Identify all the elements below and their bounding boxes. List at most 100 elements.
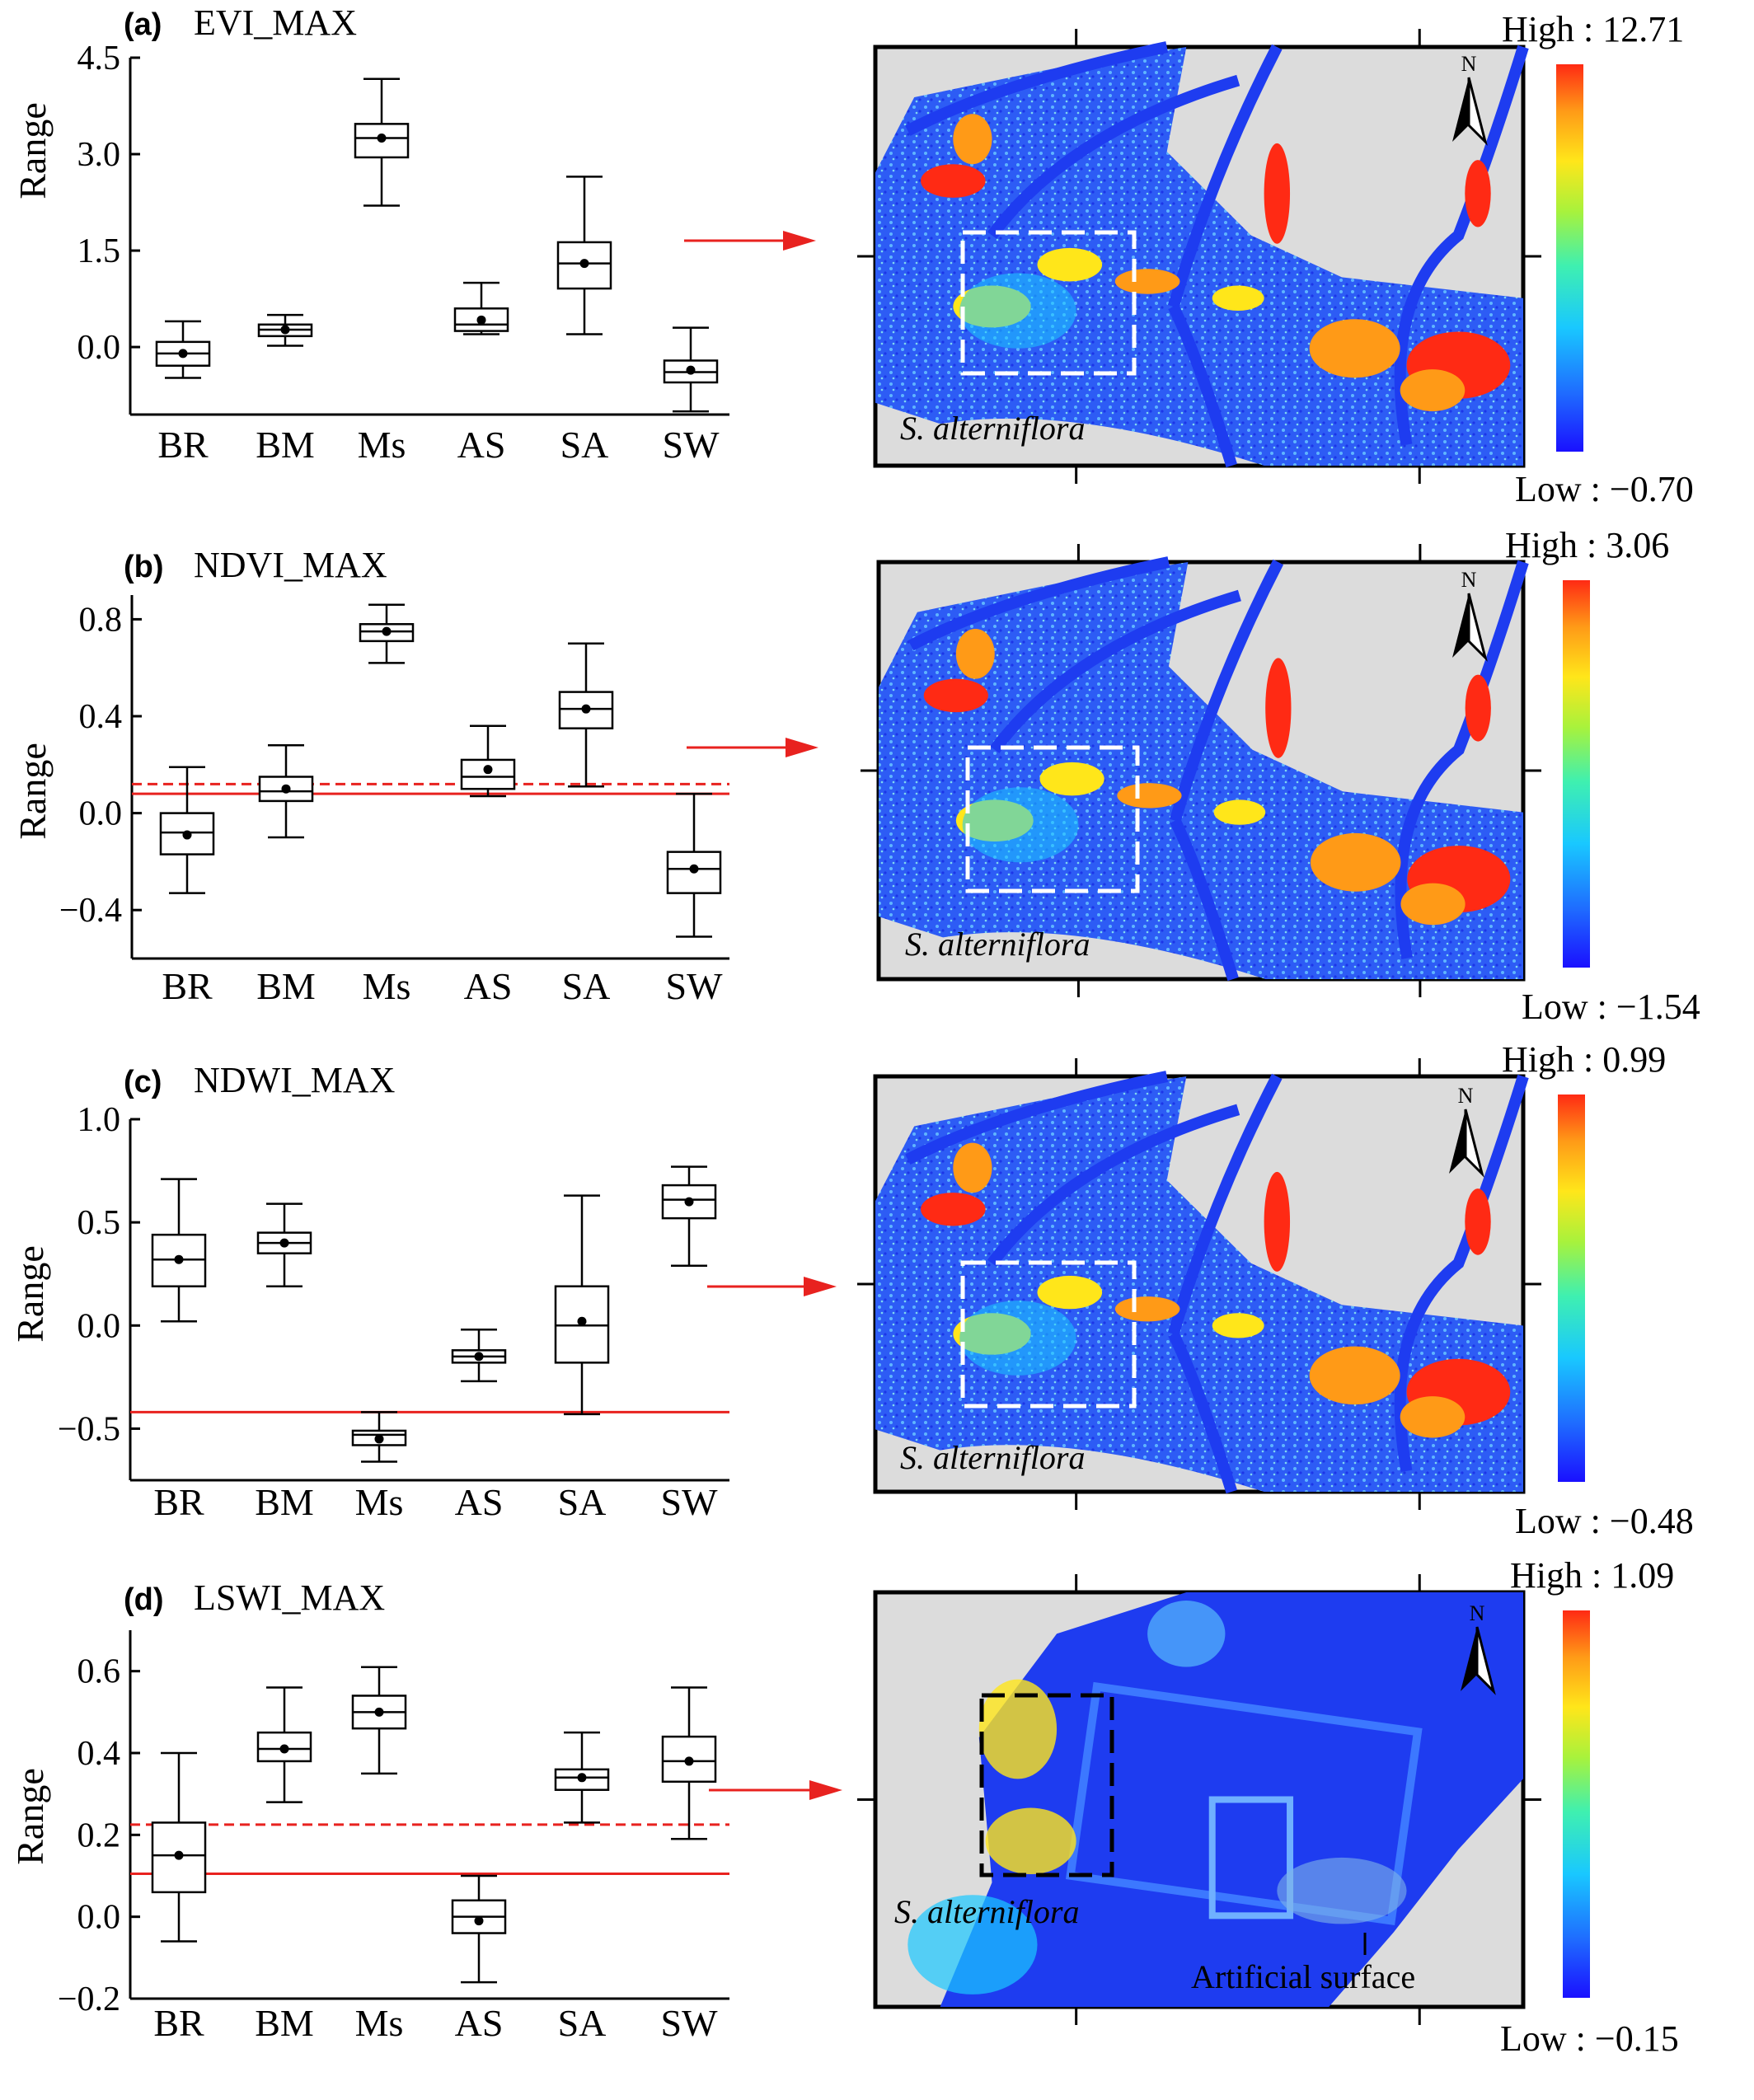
- box-as: [453, 281, 509, 335]
- map-panel: S. alterniflora Artificial surface N: [857, 1574, 1541, 2025]
- x-tick-label: SA: [558, 2002, 607, 2044]
- y-tick-label: 0.6: [77, 1653, 121, 1691]
- north-arrow-icon: [1452, 77, 1469, 142]
- x-tick-label: SW: [661, 2002, 719, 2044]
- box-br: [151, 1751, 207, 1943]
- box-br: [151, 1178, 207, 1323]
- north-arrow: N: [1452, 52, 1488, 146]
- species-label: S. alterniflora: [894, 1893, 1079, 1930]
- box-as: [460, 724, 516, 798]
- link-arrow: [709, 1780, 842, 1800]
- mean-point: [281, 784, 291, 794]
- mean-point: [374, 1434, 384, 1444]
- y-tick-label: 4.5: [77, 40, 121, 77]
- box-bm: [257, 313, 313, 347]
- y-axis-label: Range: [12, 743, 54, 840]
- study-area-box: [960, 1260, 1137, 1409]
- x-tick-label: BR: [153, 1481, 204, 1523]
- link-arrow: [707, 1277, 837, 1296]
- chart-title: LSWI_MAX: [194, 1577, 385, 1618]
- colorbar-gradient: [1563, 1610, 1590, 1998]
- mean-point: [581, 704, 591, 714]
- mean-point: [686, 365, 696, 375]
- study-area-box: [979, 1693, 1114, 1877]
- x-tick-label: Ms: [363, 965, 411, 1007]
- colorbar-low: Low : −1.54: [1522, 987, 1700, 1027]
- box-ms: [359, 603, 415, 664]
- study-area-box: [965, 745, 1140, 893]
- colorbar: High : 0.99 Low : −0.48: [1502, 1039, 1694, 1541]
- mean-point: [280, 325, 290, 335]
- species-label: S. alterniflora: [905, 926, 1090, 963]
- mean-point: [474, 1352, 484, 1362]
- box-br: [159, 766, 215, 894]
- x-tick-label: BM: [255, 1481, 314, 1523]
- mean-point: [377, 134, 387, 143]
- mean-point: [579, 259, 589, 269]
- mean-point: [174, 1850, 184, 1860]
- chart-title: NDWI_MAX: [194, 1060, 395, 1100]
- mean-point: [279, 1238, 289, 1248]
- north-arrow-icon: [1452, 593, 1469, 658]
- colorbar-high: High : 0.99: [1502, 1039, 1666, 1080]
- y-tick-label: 1.0: [77, 1101, 121, 1139]
- north-arrow-icon: [1461, 1627, 1477, 1691]
- colorbar-high: High : 1.09: [1510, 1555, 1674, 1596]
- box-as: [451, 1874, 507, 1984]
- y-tick-label: 0.0: [77, 1899, 121, 1937]
- mean-point: [182, 830, 192, 840]
- iqr-box: [159, 812, 215, 855]
- panel-c: (c) NDWI_MAX Range 1.0 0.5 0.0 −0.5 BR BM Ms AS…: [9, 1039, 1694, 1541]
- x-tick-label: BR: [157, 424, 209, 466]
- y-tick-label: 0.4: [79, 698, 123, 736]
- box-sw: [661, 1686, 717, 1840]
- mean-point: [684, 1756, 694, 1766]
- x-tick-label: AS: [455, 1481, 504, 1523]
- y-tick-label: 0.5: [77, 1204, 121, 1242]
- mean-point: [178, 349, 188, 359]
- x-tick-label: BM: [256, 424, 315, 466]
- y-tick-label: 0.0: [77, 329, 121, 367]
- x-tick-label: Ms: [355, 2002, 404, 2044]
- box-bm: [256, 1202, 312, 1287]
- panel-b: (b) NDVI_MAX Range 0.8 0.4 0.0 −0.4 BR BM Ms AS…: [12, 525, 1700, 1027]
- species-label: S. alterniflora: [900, 1439, 1085, 1476]
- x-tick-label: AS: [455, 2002, 504, 2044]
- box-sa: [554, 1194, 610, 1416]
- panel-d: (d) LSWI_MAX Range 0.6 0.4 0.2 0.0 −0.2 BR BM M…: [9, 1555, 1679, 2059]
- colorbar: High : 12.71 Low : −0.70: [1502, 9, 1694, 509]
- boxplot-area: 0.6 0.4 0.2 0.0 −0.2 BR BM Ms AS SA SW: [58, 1630, 729, 2044]
- x-tick-label: Ms: [355, 1481, 404, 1523]
- link-arrow: [687, 738, 818, 757]
- panel-letter: (a): [124, 7, 162, 42]
- colorbar-low: Low : −0.15: [1500, 2018, 1679, 2059]
- y-tick-label: −0.2: [58, 1980, 120, 2018]
- box-sw: [663, 326, 719, 413]
- mean-point: [474, 1916, 484, 1926]
- map-panel: S. alterniflora N: [857, 29, 1541, 484]
- x-tick-label: BM: [255, 2002, 314, 2044]
- x-tick-label: SA: [562, 965, 611, 1007]
- x-tick-label: Ms: [358, 424, 406, 466]
- x-tick-label: SA: [558, 1481, 607, 1523]
- y-tick-label: −0.5: [58, 1410, 120, 1448]
- colorbar: High : 3.06 Low : −1.54: [1505, 525, 1700, 1027]
- species-label: S. alterniflora: [900, 410, 1085, 447]
- x-tick-label: AS: [457, 424, 506, 466]
- y-tick-label: 0.4: [77, 1735, 121, 1773]
- colorbar-low: Low : −0.48: [1515, 1501, 1694, 1541]
- link-arrow: [684, 231, 816, 251]
- x-tick-label: SW: [663, 424, 720, 466]
- iqr-box: [460, 758, 516, 790]
- north-arrow: N: [1449, 1084, 1484, 1178]
- x-tick-label: AS: [464, 965, 513, 1007]
- y-axis-label: Range: [9, 1768, 51, 1865]
- panel-letter: (c): [124, 1065, 162, 1099]
- iqr-box: [258, 776, 314, 803]
- y-tick-label: 1.5: [77, 232, 121, 270]
- box-sa: [556, 176, 612, 335]
- mean-point: [382, 626, 392, 636]
- svg-text:N: N: [1461, 568, 1477, 592]
- mean-point: [689, 864, 699, 874]
